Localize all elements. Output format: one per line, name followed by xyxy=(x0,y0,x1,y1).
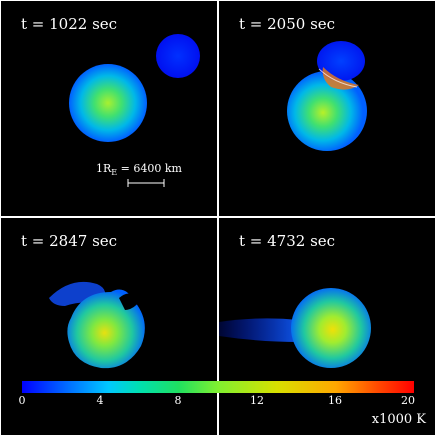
impactor xyxy=(317,41,365,81)
scale-suffix: = 6400 km xyxy=(117,162,182,175)
debris-tail xyxy=(219,318,299,342)
impact-streak xyxy=(318,68,358,88)
panel-4-graphic xyxy=(219,288,371,368)
body-notch xyxy=(119,293,141,310)
panel-t1022: t = 1022 sec 1RE = 6400 km xyxy=(1,1,217,216)
scale-bar-label: 1RE = 6400 km xyxy=(96,162,182,177)
impact-zone xyxy=(322,67,359,90)
panel-3-graphic xyxy=(49,281,145,369)
target-planet xyxy=(69,64,147,142)
time-label: t = 4732 sec xyxy=(239,232,336,250)
panel-t4732: t = 4732 sec xyxy=(219,218,435,435)
panel-2-graphic xyxy=(287,41,367,151)
scale-prefix: 1R xyxy=(96,162,112,175)
impactor xyxy=(156,34,200,78)
merged-body xyxy=(291,288,371,368)
time-label: t = 1022 sec xyxy=(21,15,118,33)
time-label: t = 2050 sec xyxy=(239,15,336,33)
panel-t2050: t = 2050 sec xyxy=(219,1,435,216)
panel-1-graphic xyxy=(69,34,200,187)
time-label: t = 2847 sec xyxy=(21,232,118,250)
target-planet xyxy=(287,71,367,151)
scale-sub: E xyxy=(111,168,118,178)
panel-t2847: t = 2847 sec xyxy=(1,218,217,435)
